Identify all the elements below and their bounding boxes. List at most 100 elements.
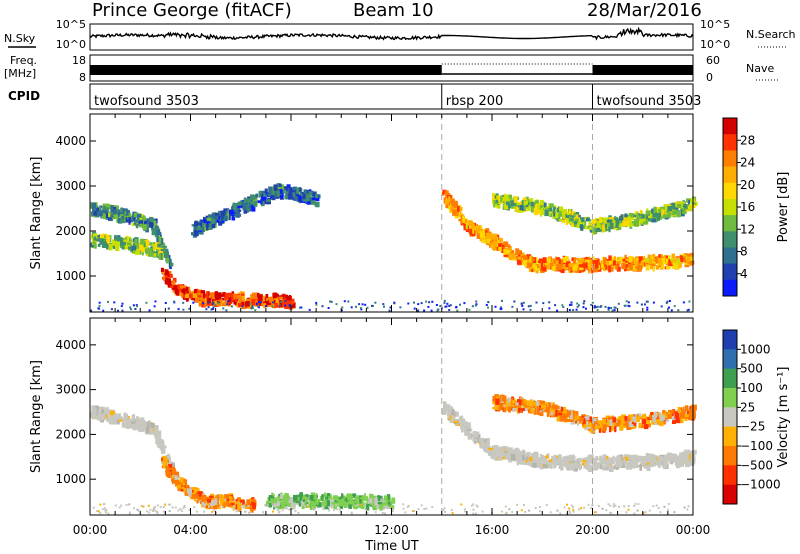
data-cell — [498, 246, 502, 252]
data-cell — [407, 302, 410, 305]
data-cell — [387, 503, 392, 509]
data-cell — [454, 214, 459, 219]
data-cell — [568, 507, 571, 510]
data-cell — [574, 214, 579, 220]
data-cell — [628, 424, 634, 428]
data-cell — [475, 504, 478, 507]
data-cell — [167, 307, 170, 310]
data-cell — [641, 256, 646, 262]
data-cell — [617, 302, 620, 305]
data-cell — [369, 501, 375, 506]
data-cell — [555, 409, 558, 417]
data-cell — [464, 429, 468, 433]
data-cell — [683, 208, 686, 212]
data-cell — [420, 302, 423, 305]
nsearch-label: N.Search — [746, 28, 796, 41]
data-cell — [602, 467, 607, 471]
data-cell — [235, 510, 238, 513]
data-cell — [165, 248, 169, 253]
data-cell — [328, 509, 331, 512]
data-cell — [531, 458, 534, 463]
data-cell — [578, 508, 580, 511]
data-cell — [628, 257, 633, 263]
data-cell — [602, 454, 607, 461]
data-cell — [507, 204, 511, 208]
data-cell — [565, 213, 569, 218]
data-cell — [388, 309, 391, 312]
data-cell — [576, 302, 579, 305]
data-cell — [238, 296, 242, 300]
data-cell — [217, 301, 220, 304]
data-cell — [251, 498, 256, 502]
data-cell — [192, 301, 195, 304]
data-cell — [163, 275, 167, 282]
data-cell — [592, 219, 597, 224]
data-cell — [525, 259, 531, 263]
data-cell — [458, 218, 461, 222]
data-cell — [245, 209, 249, 213]
data-cell — [177, 308, 180, 311]
data-cell — [330, 300, 333, 303]
data-cell — [304, 195, 310, 202]
data-cell — [322, 508, 325, 511]
data-cell — [140, 419, 145, 422]
data-cell — [107, 300, 109, 303]
data-cell — [527, 461, 533, 464]
data-cell — [529, 462, 533, 466]
data-cell — [390, 505, 395, 510]
data-cell — [246, 198, 251, 204]
data-cell — [96, 510, 99, 513]
data-cell — [308, 504, 313, 508]
data-cell — [628, 305, 631, 308]
data-cell — [219, 298, 223, 302]
data-cell — [623, 304, 626, 307]
data-cell — [557, 264, 563, 270]
data-cell — [597, 462, 602, 469]
data-cell — [626, 216, 630, 221]
data-cell — [597, 267, 602, 272]
data-cell — [529, 308, 532, 311]
data-cell — [430, 309, 433, 312]
data-cell — [350, 511, 353, 514]
data-cell — [529, 457, 533, 462]
data-cell — [531, 455, 536, 462]
data-cell — [92, 233, 98, 238]
data-cell — [184, 479, 188, 485]
data-cell — [688, 411, 693, 416]
data-cell — [658, 257, 662, 262]
data-cell — [627, 221, 632, 224]
data-cell — [471, 227, 475, 234]
data-cell — [417, 303, 420, 306]
data-cell — [559, 415, 563, 422]
data-cell — [529, 198, 534, 205]
data-cell — [687, 199, 690, 206]
data-cell — [667, 508, 670, 511]
data-cell — [154, 233, 159, 238]
data-cell — [537, 400, 542, 403]
data-cell — [185, 298, 189, 302]
data-cell — [614, 504, 617, 507]
data-cell — [597, 420, 602, 425]
data-cell — [615, 219, 620, 225]
data-cell — [305, 501, 309, 506]
data-cell — [655, 256, 659, 263]
data-cell — [629, 461, 632, 465]
data-cell — [208, 214, 213, 220]
data-cell — [260, 190, 266, 196]
data-cell — [571, 410, 575, 416]
data-cell — [608, 217, 614, 220]
data-cell — [674, 411, 680, 418]
data-cell — [231, 502, 235, 506]
data-cell — [288, 187, 292, 195]
nsearch-tick-top: 10^5 — [700, 18, 730, 31]
data-cell — [255, 193, 259, 198]
data-cell — [309, 197, 312, 202]
data-cell — [480, 231, 485, 238]
data-cell — [296, 195, 300, 202]
data-cell — [284, 499, 288, 505]
data-cell — [445, 305, 448, 308]
data-cell — [525, 204, 529, 208]
data-cell — [684, 417, 688, 421]
data-cell — [600, 305, 603, 308]
data-cell — [125, 503, 128, 506]
